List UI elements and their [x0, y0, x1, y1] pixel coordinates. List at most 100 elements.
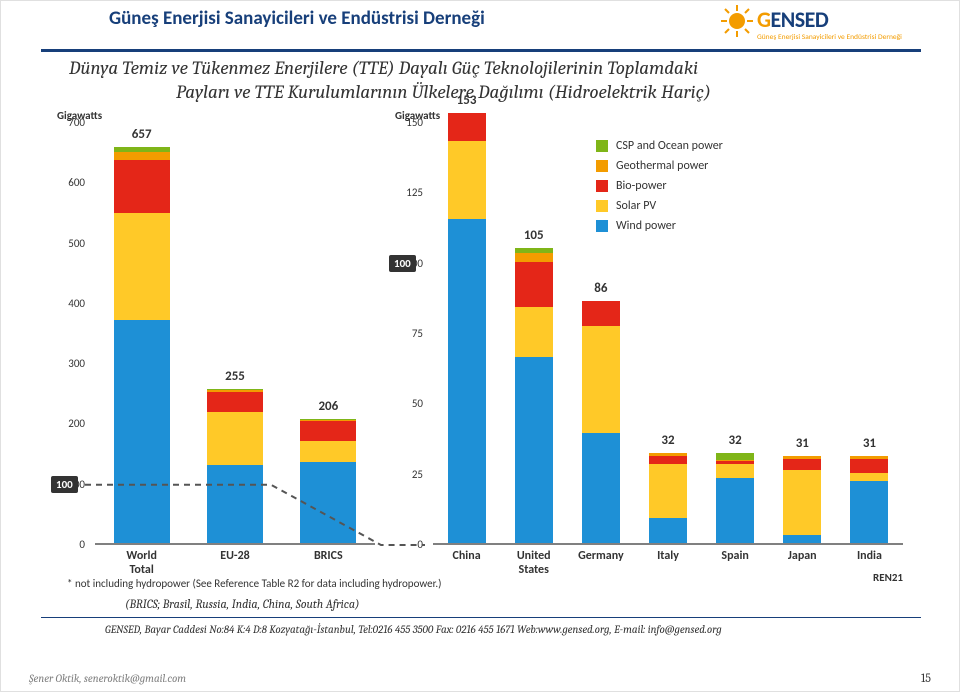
- segment-wind: [448, 219, 486, 543]
- sun-icon: [719, 3, 755, 39]
- bar-value-label: 31: [850, 436, 888, 451]
- category-label: China: [433, 549, 500, 563]
- segment-csp: [716, 453, 754, 460]
- left-plot: 657 255 206: [95, 123, 375, 545]
- legend-label: Wind power: [616, 219, 676, 233]
- subtitle-line-2: Payları ve TTE Kurulumlarının Ülkelere D…: [176, 81, 711, 103]
- segment-csp: [207, 389, 263, 390]
- header-rule: [41, 49, 921, 52]
- y-tick: 200: [68, 417, 85, 430]
- segment-wind: [582, 433, 620, 543]
- legend-swatch: [596, 200, 608, 212]
- y-tick: 0: [417, 538, 423, 551]
- segment-geo: [515, 253, 553, 261]
- segment-bio: [716, 461, 754, 464]
- segment-solar: [582, 326, 620, 433]
- gensed-logo: GENSED Güneş Enerjisi Sanayicileri ve En…: [721, 3, 911, 43]
- segment-bio: [300, 421, 356, 440]
- legend-swatch: [596, 180, 608, 192]
- segment-bio: [582, 301, 620, 326]
- bar-japan: 31: [783, 456, 821, 543]
- segment-geo: [114, 152, 170, 160]
- y-tick: 50: [412, 397, 423, 410]
- segment-csp: [300, 419, 356, 420]
- segment-wind: [716, 478, 754, 543]
- footer-author: Şener Oktik, seneroktik@gmail.com: [29, 672, 186, 685]
- segment-solar: [207, 412, 263, 464]
- left-100-badge: 100: [51, 476, 78, 493]
- bar-world-total: 657: [114, 147, 170, 543]
- legend: CSP and Ocean powerGeothermal powerBio-p…: [596, 136, 723, 236]
- legend-item: Geothermal power: [596, 156, 723, 176]
- bar-value-label: 255: [207, 369, 263, 384]
- segment-bio: [783, 459, 821, 470]
- bar-value-label: 32: [649, 433, 687, 448]
- segment-wind: [783, 535, 821, 543]
- y-tick: 600: [68, 176, 85, 189]
- segment-wind: [114, 320, 170, 543]
- legend-swatch: [596, 140, 608, 152]
- category-label: WorldTotal: [95, 549, 188, 577]
- segment-geo: [300, 420, 356, 421]
- footer-contact: GENSED, Bayar Caddesi No:84 K:4 D:8 Kozy…: [105, 623, 722, 636]
- category-label: Germany: [567, 549, 634, 563]
- bar-spain: 32: [716, 453, 754, 543]
- org-title: Güneş Enerjisi Sanayicileri ve Endüstris…: [109, 7, 485, 30]
- ren21-logo-text: REN21: [873, 571, 903, 584]
- bar-value-label: 31: [783, 436, 821, 451]
- legend-label: Geothermal power: [616, 159, 708, 173]
- segment-solar: [716, 464, 754, 478]
- legend-item: Wind power: [596, 216, 723, 236]
- segment-solar: [448, 141, 486, 220]
- segment-csp: [114, 147, 170, 152]
- segment-bio: [850, 459, 888, 473]
- y-tick: 0: [79, 538, 85, 551]
- segment-bio: [114, 160, 170, 213]
- right-100-badge: 100: [389, 255, 416, 272]
- segment-wind: [207, 465, 263, 543]
- footnote-hydropower: * not including hydropower (See Referenc…: [67, 577, 441, 590]
- segment-wind: [850, 481, 888, 543]
- logo-subtitle: Güneş Enerjisi Sanayicileri ve Endüstris…: [757, 33, 902, 42]
- legend-swatch: [596, 220, 608, 232]
- segment-bio: [207, 392, 263, 412]
- segment-wind: [515, 357, 553, 543]
- y-tick: 500: [68, 237, 85, 250]
- bar-united-states: 105: [515, 248, 553, 543]
- bar-value-label: 153: [448, 93, 486, 108]
- slide: Güneş Enerjisi Sanayicileri ve Endüstris…: [0, 0, 960, 692]
- segment-geo: [783, 456, 821, 459]
- legend-item: Solar PV: [596, 196, 723, 216]
- footer-rule: [41, 617, 921, 618]
- segment-solar: [515, 307, 553, 358]
- legend-swatch: [596, 160, 608, 172]
- category-label: Spain: [702, 549, 769, 563]
- category-label: Japan: [769, 549, 836, 563]
- category-label: BRICS: [282, 549, 375, 563]
- y-tick: 75: [412, 327, 423, 340]
- segment-solar: [649, 464, 687, 517]
- segment-csp: [515, 248, 553, 254]
- segment-solar: [300, 441, 356, 463]
- brics-note: (BRICS; Brasil, Russia, India, China, So…: [125, 597, 360, 611]
- bar-brics: 206: [300, 419, 356, 543]
- bar-eu-28: 255: [207, 389, 263, 543]
- legend-label: Solar PV: [616, 199, 656, 213]
- y-tick: 125: [406, 186, 423, 199]
- category-label: EU-28: [188, 549, 281, 563]
- segment-solar: [114, 213, 170, 320]
- bar-germany: 86: [582, 301, 620, 543]
- segment-bio: [515, 262, 553, 307]
- bar-italy: 32: [649, 453, 687, 543]
- y-tick: 150: [406, 116, 423, 129]
- bar-value-label: 206: [300, 399, 356, 414]
- segment-geo: [207, 390, 263, 391]
- page-number: 15: [921, 671, 931, 685]
- bar-value-label: 86: [582, 281, 620, 296]
- bar-china: 153: [448, 113, 486, 543]
- y-tick: 400: [68, 297, 85, 310]
- y-tick: 300: [68, 357, 85, 370]
- subtitle-line-1: Dünya Temiz ve Tükenmez Enerjilere (TTE)…: [69, 57, 698, 79]
- legend-label: CSP and Ocean power: [616, 139, 723, 153]
- segment-geo: [649, 453, 687, 456]
